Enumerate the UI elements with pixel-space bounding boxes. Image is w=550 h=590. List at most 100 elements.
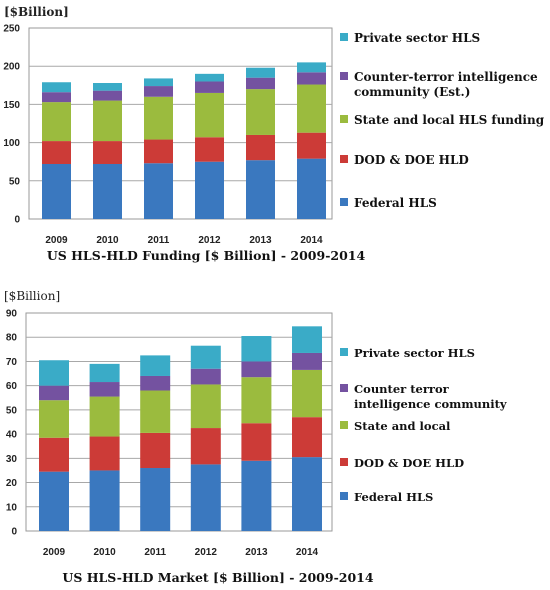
legend-swatch — [340, 198, 348, 206]
legend-label: community (Est.) — [354, 85, 470, 99]
bar-segment — [241, 460, 272, 531]
bar-segment — [246, 160, 275, 219]
bar-segment — [140, 375, 171, 391]
bar-segment — [144, 78, 173, 87]
bar-segment — [89, 382, 120, 397]
legend-swatch — [340, 72, 348, 80]
bar-segment — [292, 417, 322, 458]
bar-segment — [140, 390, 171, 433]
y-tick-label: 0 — [14, 215, 20, 226]
bar-segment — [140, 432, 171, 469]
bar-segment — [93, 141, 122, 164]
bar-segment — [292, 326, 322, 353]
bar-segment — [93, 163, 122, 219]
x-tick-label: 2011 — [144, 547, 166, 558]
y-tick-label: 250 — [3, 24, 20, 35]
bar-segment — [89, 396, 120, 437]
legend-label: Private sector HLS — [354, 346, 475, 360]
bar-segment — [39, 385, 69, 401]
y-axis-label: [$Billion] — [4, 289, 60, 303]
y-tick-label: 80 — [6, 333, 18, 344]
bar-segment — [241, 336, 272, 362]
bar-segment — [42, 92, 71, 103]
y-tick-label: 50 — [6, 405, 18, 416]
bar-segment — [292, 352, 322, 370]
bar-segment — [39, 360, 69, 386]
legend-label: State and local HLS funding — [354, 113, 545, 127]
chart-title: US HLS-HLD Market [$ Billion] - 2009-201… — [62, 570, 373, 585]
bar-segment — [140, 468, 171, 531]
bar-segment — [297, 62, 326, 73]
bar-segment — [144, 163, 173, 219]
bar-segment — [89, 470, 120, 531]
legend-swatch — [340, 155, 348, 163]
x-tick-label: 2013 — [245, 547, 268, 558]
x-tick-label: 2010 — [93, 547, 116, 558]
legend-label: Counter-terror intelligence — [354, 70, 538, 84]
y-tick-label: 20 — [6, 478, 18, 489]
y-tick-label: 100 — [3, 138, 20, 149]
bar-segment — [39, 437, 69, 472]
bar-segment — [89, 436, 120, 471]
y-tick-label: 50 — [9, 176, 21, 187]
x-tick-label: 2009 — [43, 547, 66, 558]
bar-segment — [42, 82, 71, 93]
bar-segment — [297, 158, 326, 219]
legend-label: DOD & DOE HLD — [354, 456, 464, 470]
bar-segment — [144, 96, 173, 140]
x-tick-label: 2014 — [296, 547, 319, 558]
y-tick-label: 150 — [3, 100, 20, 111]
bar-segment — [195, 73, 224, 82]
bar-segment — [195, 92, 224, 138]
legend-swatch — [340, 348, 348, 356]
legend-label: Counter terror — [354, 382, 450, 396]
bar-segment — [246, 67, 275, 78]
bar-segment — [241, 377, 272, 424]
x-tick-label: 2013 — [249, 235, 272, 246]
legend-swatch — [340, 115, 348, 123]
bar-segment — [93, 100, 122, 142]
bar-segment — [246, 77, 275, 90]
x-tick-label: 2014 — [300, 235, 323, 246]
bar-segment — [292, 369, 322, 418]
legend-swatch — [340, 421, 348, 429]
y-tick-label: 60 — [6, 381, 18, 392]
y-tick-label: 30 — [6, 454, 18, 465]
bar-segment — [190, 428, 221, 465]
bar-segment — [42, 141, 71, 164]
legend-label: intelligence community — [354, 397, 507, 411]
bar-segment — [190, 345, 221, 369]
chart-title: US HLS-HLD Funding [$ Billion] - 2009-20… — [47, 248, 366, 263]
legend-label: Private sector HLS — [354, 31, 480, 45]
y-tick-label: 200 — [3, 62, 20, 73]
y-tick-label: 0 — [11, 527, 17, 538]
bar-segment — [297, 132, 326, 159]
bar-segment — [190, 384, 221, 429]
legend-label: Federal HLS — [354, 490, 433, 504]
bar-segment — [140, 355, 171, 376]
bar-segment — [246, 134, 275, 161]
bar-segment — [195, 161, 224, 219]
bar-segment — [93, 90, 122, 101]
legend-label: State and local — [354, 419, 451, 433]
bar-segment — [195, 81, 224, 93]
y-tick-label: 10 — [6, 502, 18, 513]
bar-segment — [39, 471, 69, 531]
y-axis-label: [$Billion] — [4, 5, 69, 19]
legend-label: Federal HLS — [354, 196, 437, 210]
x-tick-label: 2009 — [45, 235, 68, 246]
bar-segment — [144, 86, 173, 97]
bar-segment — [241, 361, 272, 378]
bar-segment — [93, 83, 122, 91]
market-chart: [$Billion] US HLS-HLD Market [$ Billion]… — [4, 289, 507, 585]
legend-swatch — [340, 458, 348, 466]
y-tick-label: 90 — [6, 309, 18, 320]
bar-segment — [292, 457, 322, 531]
bar-segment — [297, 84, 326, 133]
x-tick-label: 2010 — [96, 235, 119, 246]
bar-segment — [42, 102, 71, 142]
y-tick-label: 70 — [6, 357, 18, 368]
x-tick-label: 2012 — [195, 547, 218, 558]
plot-area — [28, 27, 333, 220]
